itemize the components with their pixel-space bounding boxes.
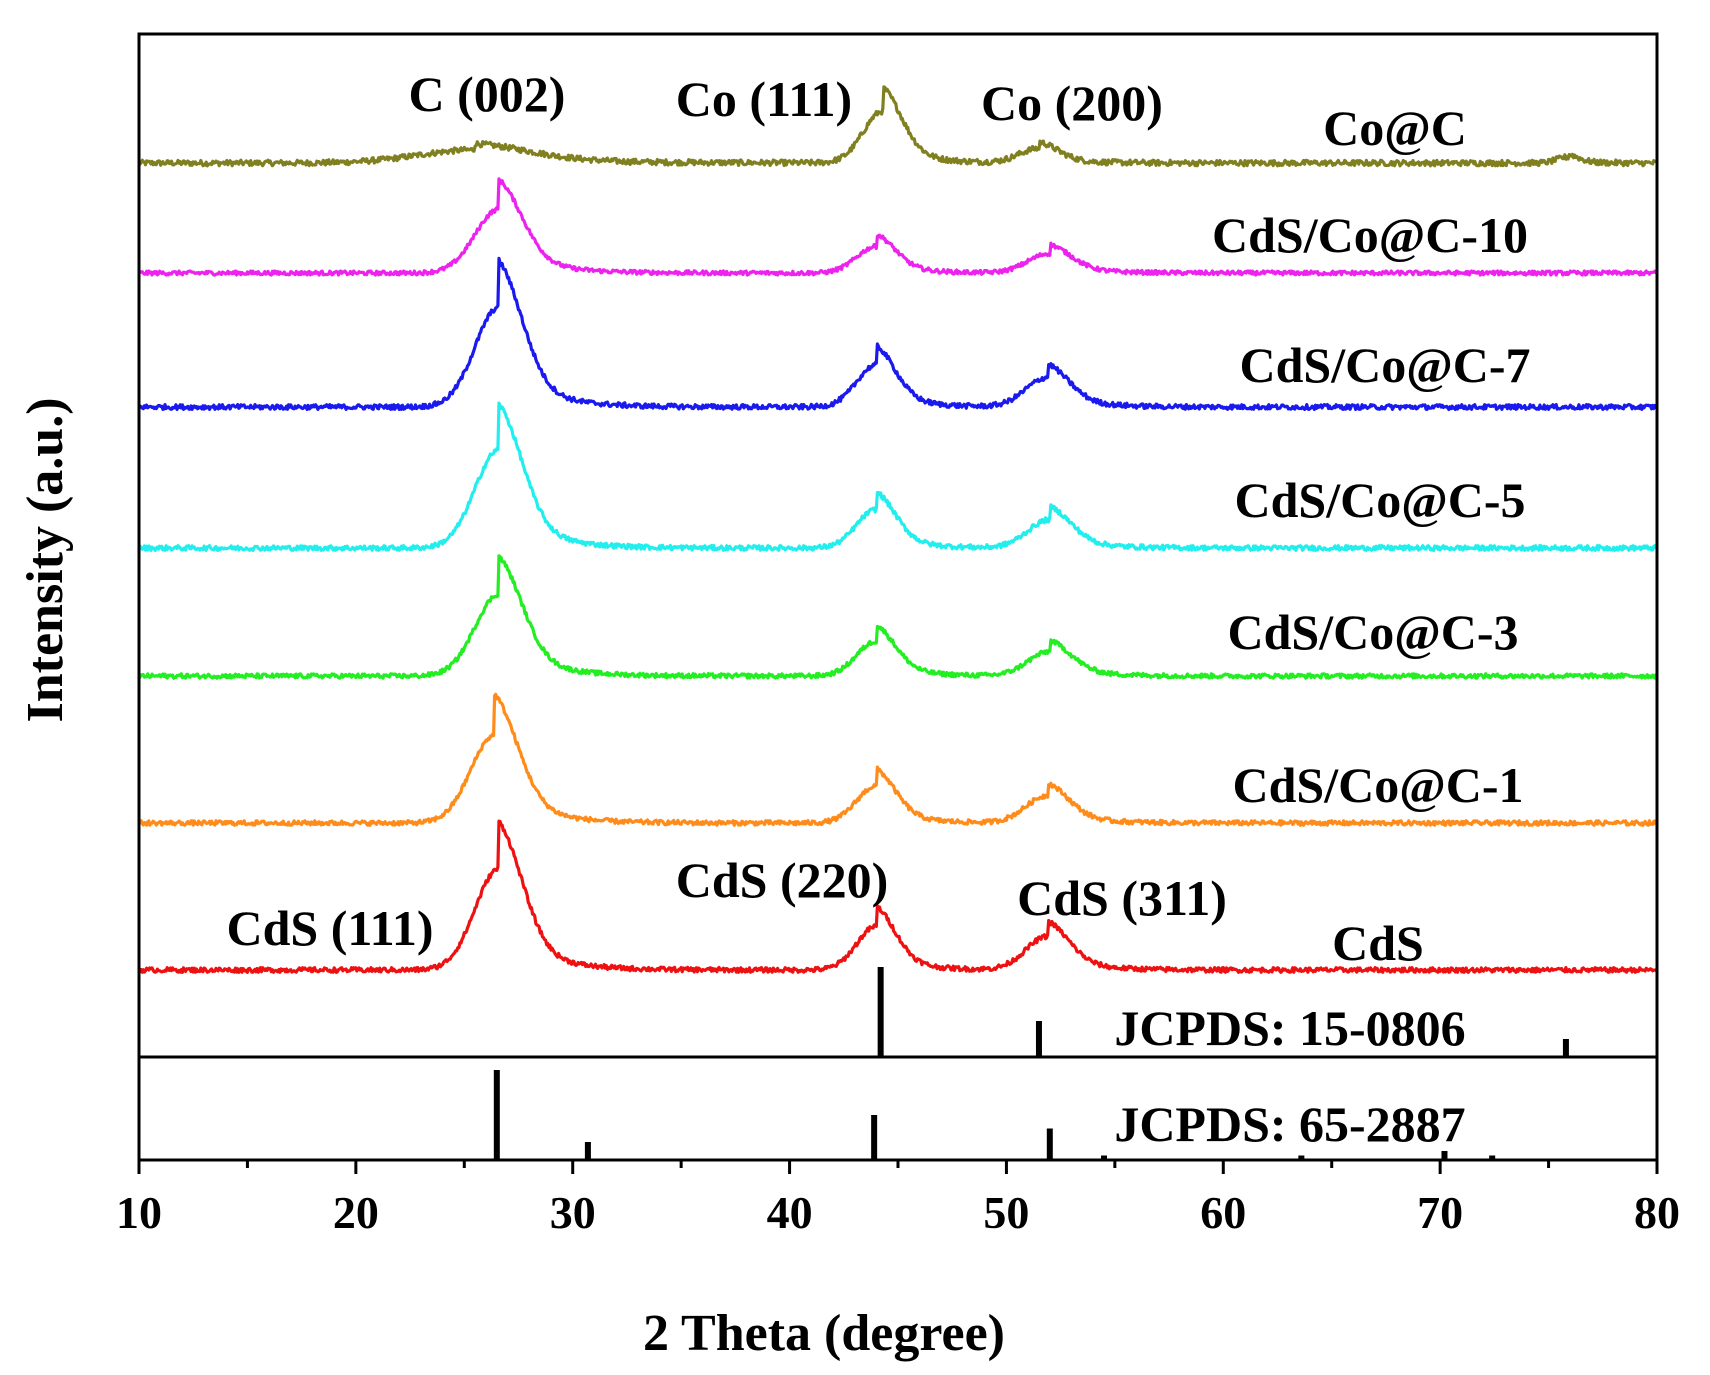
series-line-1 [137, 177, 1658, 277]
y-axis-title: Intensity (a.u.) [17, 397, 74, 722]
peak-annotation: C (002) [409, 66, 566, 122]
series-label: CdS [1332, 915, 1424, 971]
x-axis-title: 2 Theta (degree) [643, 1305, 1005, 1362]
series-label: Co@C [1323, 100, 1467, 156]
series-line-5 [137, 692, 1658, 827]
x-tick-label: 50 [983, 1187, 1029, 1238]
series-label: CdS/Co@C-5 [1235, 472, 1526, 528]
series-traces [137, 85, 1659, 974]
x-tick-label: 40 [767, 1187, 813, 1238]
chart-labels: Co@C CdS/Co@C-10 CdS/Co@C-7 CdS/Co@C-5 CdS/C… [226, 66, 1530, 1152]
x-tick-label: 70 [1417, 1187, 1463, 1238]
x-tick-label: 30 [550, 1187, 596, 1238]
series-label: CdS/Co@C-7 [1240, 337, 1531, 393]
series-line-2 [138, 256, 1659, 411]
reference-label: JCPDS: 65-2887 [1114, 1096, 1465, 1152]
series-label: CdS/Co@C-10 [1212, 207, 1528, 263]
series-line-6 [137, 819, 1659, 974]
reference-patterns [493, 967, 1569, 1160]
x-tick-label: 60 [1200, 1187, 1246, 1238]
peak-annotation: Co (200) [981, 75, 1163, 131]
series-line-4 [137, 554, 1659, 680]
series-line-0 [137, 85, 1658, 168]
x-tick-label: 80 [1634, 1187, 1680, 1238]
series-line-3 [137, 401, 1658, 552]
peak-annotation: Co (111) [676, 71, 852, 127]
series-label: CdS/Co@C-1 [1233, 757, 1524, 813]
x-ticks: 10 20 30 40 50 60 70 80 [116, 1160, 1680, 1238]
peak-annotation: CdS (311) [1017, 870, 1227, 926]
x-tick-label: 20 [333, 1187, 379, 1238]
reference-label: JCPDS: 15-0806 [1114, 1000, 1465, 1056]
x-tick-label: 10 [116, 1187, 162, 1238]
series-label: CdS/Co@C-3 [1228, 604, 1519, 660]
peak-annotation: CdS (111) [226, 900, 433, 956]
peak-annotation: CdS (220) [676, 852, 889, 908]
